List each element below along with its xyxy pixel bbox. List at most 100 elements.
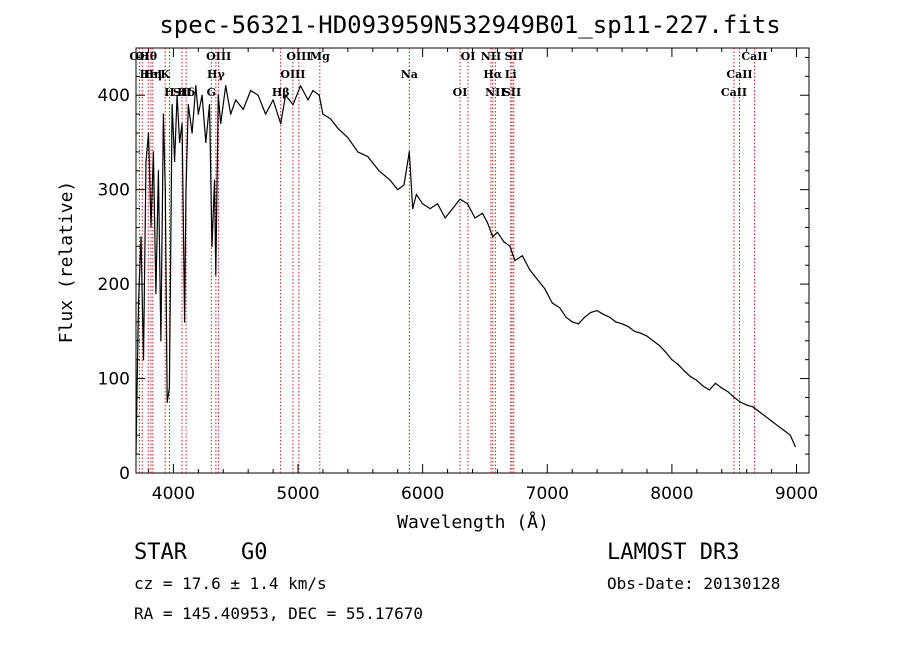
spectrum-data-point: [235, 99, 237, 101]
spectral-line-label: Hα: [483, 68, 502, 81]
spectrum-data-point: [152, 151, 155, 153]
spectrum-data-point: [758, 411, 760, 413]
y-tick-label: 0: [119, 464, 130, 484]
spectral-line-label: Mg: [310, 50, 330, 63]
spectrum-data-point: [367, 156, 369, 158]
chart-title: spec-56321-HD093959N532949B01_sp11-227.f…: [159, 11, 780, 39]
spectrum-data-point: [794, 445, 796, 448]
object-subclass: G0: [241, 540, 268, 565]
spectrum-data-point: [708, 389, 710, 391]
spectrum-data-point: [220, 122, 222, 125]
spectral-line-label: CaII: [721, 86, 747, 99]
spectrum-data-point: [412, 207, 414, 210]
spectrum-data-point: [179, 141, 181, 144]
spectrum-data-point: [230, 113, 232, 115]
spectrum-data-point: [646, 335, 648, 337]
spectrum-data-point: [544, 288, 546, 290]
spectrum-data-point: [444, 217, 446, 219]
spectrum-data-point: [145, 160, 147, 162]
spectrum-data-point: [584, 316, 586, 318]
spectrum-data-point: [137, 302, 140, 304]
spectrum-data-point: [185, 189, 187, 191]
spectrum-data-point: [683, 370, 685, 372]
spectral-line-label: H: [164, 86, 174, 99]
spectrum-data-point: [171, 104, 173, 106]
spectrum-data-point: [322, 113, 324, 115]
spectrum-data-point: [764, 415, 766, 417]
spectrum-data-point: [727, 391, 729, 393]
spectrum-data-point: [665, 351, 667, 353]
x-tick-label: 6000: [401, 484, 444, 504]
spectrum-data-point: [602, 313, 604, 315]
survey-name: LAMOST DR3: [607, 540, 740, 565]
spectrum-data-point: [771, 420, 773, 422]
spectrum-data-point: [474, 217, 476, 219]
x-axis-label: Wavelength (Å): [397, 511, 549, 533]
spectrum-data-point: [451, 207, 454, 210]
spectrum-data-point: [242, 108, 244, 110]
spectral-line-label: NII: [485, 86, 505, 99]
spectrum-data-point: [403, 184, 405, 186]
spectrum-data-point: [280, 122, 282, 125]
spectrum-data-point: [509, 245, 511, 247]
spectrum-data-point: [213, 179, 216, 181]
spectrum-data-point: [337, 127, 339, 129]
plot-frame: [135, 47, 810, 474]
spectral-line-label: Hγ: [207, 68, 225, 81]
y-axis-label: Flux (relative): [56, 181, 77, 344]
spectrum-data-point: [357, 151, 359, 153]
spectrum-data-point: [608, 316, 611, 318]
spectral-line-label: Hδ: [177, 86, 195, 99]
spectral-line-label: OI: [453, 86, 468, 99]
spectrum-data-point: [191, 132, 193, 134]
spectrum-data-point: [633, 330, 636, 332]
spectrum-data-point: [135, 453, 137, 455]
spectrum-data-point: [503, 241, 505, 243]
spectrum-data-point: [677, 363, 679, 365]
spectral-line-label: OIII: [286, 50, 311, 63]
spectrum-data-point: [201, 94, 203, 96]
spectrum-data-point: [389, 179, 391, 181]
spectrum-data-point: [565, 316, 567, 318]
spectrum-data-point: [397, 189, 399, 191]
spectrum-data-point: [181, 122, 183, 125]
spectrum-data-point: [217, 94, 219, 96]
spectrum-data-point: [215, 274, 217, 276]
spectrum-data-point: [140, 236, 142, 238]
spectrum-data-point: [551, 302, 553, 304]
spectrum-data-point: [299, 85, 302, 87]
spectrum-data-point: [284, 94, 287, 96]
spectrum-data-point: [318, 94, 320, 96]
spectral-line-labels: HθKHδOIHeISIIOIIHηHOIIIHγGOIIIOIIIHβMgNa…: [129, 50, 767, 99]
spectrum-data-point: [160, 340, 162, 342]
spectrum-data-point: [559, 307, 561, 309]
spectrum-data-point: [265, 113, 267, 115]
spectrum-data-point: [205, 141, 207, 144]
spectral-line-label: Li: [505, 68, 517, 81]
spectrum-data-point: [142, 359, 145, 361]
observation-date: Obs-Date: 20130128: [607, 574, 781, 593]
spectral-line-label: OI: [461, 50, 476, 63]
spectral-line-label: OIII: [206, 50, 231, 63]
spectrum-data-point: [225, 85, 227, 87]
spectrum-data-point: [739, 401, 742, 403]
spectrum-data-point: [208, 104, 211, 106]
spectrum-data-point: [429, 207, 431, 210]
spectrum-data-point: [621, 323, 623, 325]
spectrum-data-point: [746, 404, 748, 406]
spectrum-data-point: [529, 269, 531, 271]
spectrum-data-point: [733, 396, 735, 399]
plot-axes: 4000 5000 6000 7000 8000 9000 0 100 200 300 400: [98, 47, 818, 504]
spectrum-data-point: [184, 321, 186, 323]
spectrum-data-point: [789, 434, 791, 436]
spectrum-data-point: [378, 170, 380, 172]
y-tick-label: 100: [98, 370, 130, 390]
x-tick-label: 9000: [775, 484, 818, 504]
spectral-line-label: K: [160, 68, 170, 81]
spectrum-flux-line: [135, 85, 796, 455]
spectrum-data-point: [496, 231, 499, 233]
spectrum-data-point: [514, 259, 516, 262]
spectrum-series: [135, 85, 796, 455]
spectrum-data-point: [696, 379, 698, 382]
